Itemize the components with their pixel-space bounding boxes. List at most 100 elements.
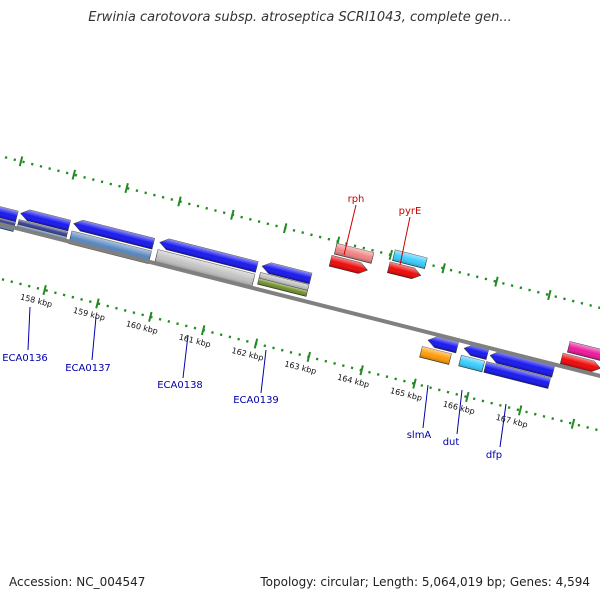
gene-label-dfp: dfp	[486, 450, 502, 461]
ruler-dot	[240, 215, 244, 219]
ruler-dot	[484, 277, 488, 281]
ruler-dot	[45, 289, 49, 293]
gene-label-rph: rph	[348, 194, 365, 205]
ruler-major-tick	[95, 298, 100, 309]
ruler-major-tick	[359, 365, 364, 376]
ruler-dot	[507, 406, 511, 410]
ruler-dot	[525, 410, 528, 414]
gene-bar-shade	[259, 272, 310, 291]
ruler-dot	[27, 284, 31, 288]
ruler-dot	[315, 357, 319, 361]
ruler-dot	[545, 292, 549, 296]
ruler-dot	[481, 399, 485, 403]
ruler-dot	[310, 233, 313, 237]
cds-arrow-shade	[490, 351, 555, 378]
ruler-dot	[109, 182, 113, 186]
ruler-lower	[1, 278, 598, 432]
ruler-dot	[577, 423, 581, 427]
ruler-dot	[376, 373, 380, 376]
ruler-dot	[176, 322, 179, 326]
ruler-dot	[211, 331, 214, 334]
ruler-dot	[36, 286, 40, 290]
ruler-dot	[394, 377, 398, 381]
ruler-dot	[263, 344, 267, 348]
topology-text: Topology: circular; Length: 5,064,019 bp…	[260, 575, 590, 589]
ruler-major-tick	[253, 338, 259, 349]
ruler-dot	[257, 220, 261, 224]
gene-label-ECA0139: ECA0139	[233, 395, 279, 406]
ruler-dot	[123, 309, 127, 312]
gene-label-slmA: slmA	[407, 430, 432, 441]
ruler-dot	[292, 228, 296, 232]
ruler-major-tick	[388, 249, 394, 260]
ruler-dot	[214, 209, 217, 212]
gene-bar-shade	[483, 361, 551, 389]
ruler-dot	[458, 270, 462, 274]
ruler-dot	[333, 361, 336, 365]
ruler-dot	[141, 313, 145, 317]
ruler-dot	[4, 156, 8, 159]
ruler-dot	[187, 202, 191, 206]
ruler-dot	[449, 268, 453, 272]
ruler-dot	[13, 158, 17, 162]
ruler-dot	[437, 388, 441, 392]
ruler-dot	[184, 324, 188, 328]
ruler-dot	[542, 414, 546, 418]
ruler-major-tick	[494, 276, 499, 287]
ruler-dot	[429, 386, 432, 390]
ruler-dot	[350, 366, 354, 370]
ruler-dot	[432, 264, 435, 268]
ruler-dot	[353, 244, 357, 248]
ruler-dot	[266, 222, 270, 226]
ruler-major-tick	[465, 391, 470, 403]
feature-track	[0, 201, 600, 389]
ruler-dot	[490, 401, 494, 405]
gene-bar-shade	[392, 249, 428, 269]
tick-label: 161 kbp	[178, 333, 212, 350]
ruler-dot	[83, 175, 86, 179]
cds-arrow-shade	[464, 344, 489, 360]
ruler-dot	[536, 290, 540, 294]
ruler-major-tick	[282, 223, 288, 234]
gene-bar-shade	[0, 210, 16, 227]
ruler-dot	[533, 412, 537, 416]
ruler-dot	[368, 370, 371, 374]
ruler-dot	[57, 169, 60, 173]
ruler-major-tick	[412, 378, 417, 389]
gene-label-pyrE: pyrE	[399, 206, 422, 217]
ruler-dot	[19, 282, 22, 286]
ruler-dot	[420, 384, 424, 387]
ruler-major-tick	[148, 311, 153, 322]
ruler-dot	[193, 326, 197, 330]
gene-bar-shade	[0, 215, 15, 232]
tick-label: 162 kbp	[231, 346, 265, 363]
ruler-dot	[528, 288, 531, 292]
cds-arrow-shade	[428, 336, 459, 353]
ruler-dot	[571, 299, 575, 303]
ruler-dot	[249, 217, 252, 221]
ruler-major-tick	[306, 351, 312, 362]
ruler-dot	[71, 295, 75, 299]
ruler-dot	[519, 286, 523, 290]
ruler-dot	[115, 306, 118, 310]
ruler-dot	[475, 275, 479, 279]
ruler-dot	[88, 300, 92, 304]
ruler-major-tick	[547, 289, 552, 301]
ruler-dot	[362, 246, 366, 250]
ruler-dot	[598, 306, 600, 310]
ruler-dot	[74, 173, 78, 177]
tick-label: 165 kbp	[389, 386, 423, 403]
gene-label-ECA0138: ECA0138	[157, 380, 203, 391]
ruler-major-tick	[42, 284, 47, 296]
ruler-dot	[54, 291, 57, 295]
ruler-dot	[100, 180, 104, 184]
ruler-major-tick	[570, 418, 576, 429]
ruler-dot	[170, 198, 174, 201]
gene-bar-shade	[567, 341, 600, 362]
ruler-dot	[318, 235, 322, 239]
ruler-dot	[275, 224, 278, 228]
ruler-dot	[560, 419, 563, 423]
ruler-dot	[327, 237, 331, 241]
tick-label: 167 kbp	[495, 413, 529, 430]
